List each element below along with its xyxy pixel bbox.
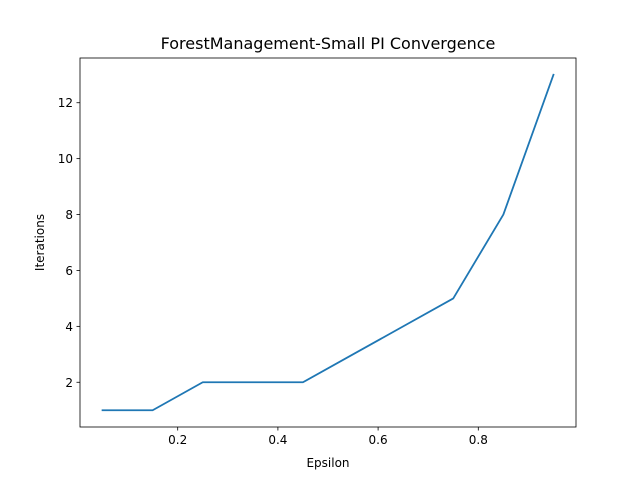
plot-area: 0.2 0.4 0.6 0.8 2 4 6 8 10 12 <box>58 57 577 447</box>
axes-frame <box>79 57 577 428</box>
y-tick-label: 8 <box>65 208 73 222</box>
x-tick-label: 0.8 <box>469 433 488 447</box>
x-axis-label: Epsilon <box>306 456 349 470</box>
y-tick-label: 2 <box>65 376 73 390</box>
x-tick-label: 0.6 <box>369 433 388 447</box>
chart-title: ForestManagement-Small PI Convergence <box>161 34 496 53</box>
x-axis: 0.2 0.4 0.6 0.8 <box>168 427 488 447</box>
y-axis-label: Iterations <box>33 214 47 271</box>
y-tick-label: 4 <box>65 320 73 334</box>
y-tick-label: 6 <box>65 264 73 278</box>
series-line <box>101 73 555 412</box>
series-layer <box>101 73 555 412</box>
y-axis: 2 4 6 8 10 12 <box>58 96 80 390</box>
x-tick-label: 0.4 <box>268 433 287 447</box>
y-tick-label: 12 <box>58 96 73 110</box>
x-tick-label: 0.2 <box>168 433 187 447</box>
y-tick-label: 10 <box>58 152 73 166</box>
